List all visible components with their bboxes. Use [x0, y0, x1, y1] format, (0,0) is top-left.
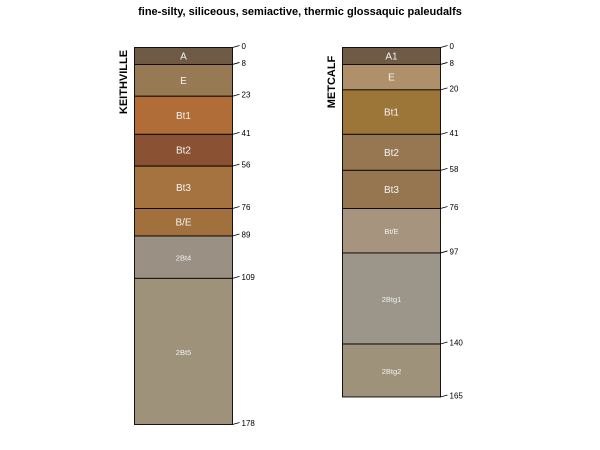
depth-label: 58: [450, 165, 459, 174]
horizon-label: B/E: [175, 218, 191, 229]
depth-label: 0: [450, 42, 455, 51]
depth-tick: [232, 206, 240, 209]
depth-label: 41: [450, 129, 459, 138]
depth-label: 89: [242, 231, 251, 240]
depth-tick: [232, 275, 240, 279]
horizon-label: Bt1: [384, 108, 399, 119]
depth-label: 41: [242, 129, 251, 138]
horizon-label: Bt2: [384, 148, 399, 159]
depth-tick: [440, 45, 448, 48]
horizon-label: Bt/E: [384, 227, 398, 236]
depth-label: 109: [242, 273, 256, 282]
depth-label: 140: [450, 339, 464, 348]
horizon-2btg1: [342, 252, 441, 345]
depth-label: 8: [242, 59, 247, 68]
horizon-label: 2Bt5: [176, 348, 191, 357]
horizon-label: Bt1: [176, 111, 191, 122]
depth-label: 178: [242, 419, 256, 428]
horizon-label: Bt2: [176, 146, 191, 157]
depth-tick: [440, 87, 448, 91]
depth-tick: [232, 131, 240, 135]
profile-name: METCALF: [326, 55, 338, 108]
depth-tick: [440, 167, 448, 171]
depth-tick: [232, 163, 240, 167]
depth-tick: [232, 93, 240, 97]
diagram-title: fine-silty, siliceous, semiactive, therm…: [138, 6, 462, 18]
horizon-2bt5: [134, 277, 233, 425]
depth-label: 76: [242, 203, 251, 212]
depth-tick: [440, 62, 448, 65]
depth-label: 97: [450, 247, 459, 256]
horizon-label: E: [180, 76, 187, 87]
horizon-label: E: [388, 73, 395, 84]
horizon-label: Bt3: [384, 185, 399, 196]
depth-label: 76: [450, 203, 459, 212]
horizon-bt1: [342, 89, 441, 135]
horizon-label: A: [180, 51, 187, 62]
horizon-label: Bt3: [176, 183, 191, 194]
depth-label: 23: [242, 91, 251, 100]
horizon-label: 2Btg1: [382, 295, 402, 304]
horizon-bt2: [342, 133, 441, 171]
horizon-e: [342, 63, 441, 91]
depth-tick: [440, 341, 448, 345]
depth-tick: [440, 394, 448, 398]
depth-label: 0: [242, 42, 247, 51]
depth-tick: [232, 233, 240, 237]
depth-tick: [440, 206, 448, 209]
horizon-2btg2: [342, 343, 441, 398]
horizon-bt1: [134, 95, 233, 135]
profile-keithville: A E Bt1 Bt2 Bt3 B/E 2Bt4 2Bt5 0 8 23 41 56 76 89 109 178…: [118, 42, 255, 428]
horizon-e: [134, 63, 233, 97]
depth-tick: [440, 250, 448, 254]
depth-label: 165: [450, 391, 464, 400]
depth-label: 8: [450, 59, 455, 68]
profile-name: KEITHVILLE: [118, 50, 130, 114]
depth-tick: [232, 62, 240, 65]
horizon-bt3: [342, 169, 441, 209]
horizon-label: 2Btg2: [382, 367, 402, 376]
depth-tick: [232, 45, 240, 48]
depth-tick: [440, 131, 448, 135]
profile-metcalf: A1 E Bt1 Bt2 Bt3 Bt/E 2Btg1 2Btg2 0 8 20 41 58 76 97 14…: [326, 42, 463, 400]
horizon-label: A1: [385, 51, 398, 62]
horizon-label: 2Bt4: [176, 254, 191, 263]
depth-label: 20: [450, 84, 459, 93]
depth-label: 56: [242, 161, 251, 170]
depth-tick: [232, 422, 240, 425]
horizon-bt-e: [342, 208, 441, 254]
